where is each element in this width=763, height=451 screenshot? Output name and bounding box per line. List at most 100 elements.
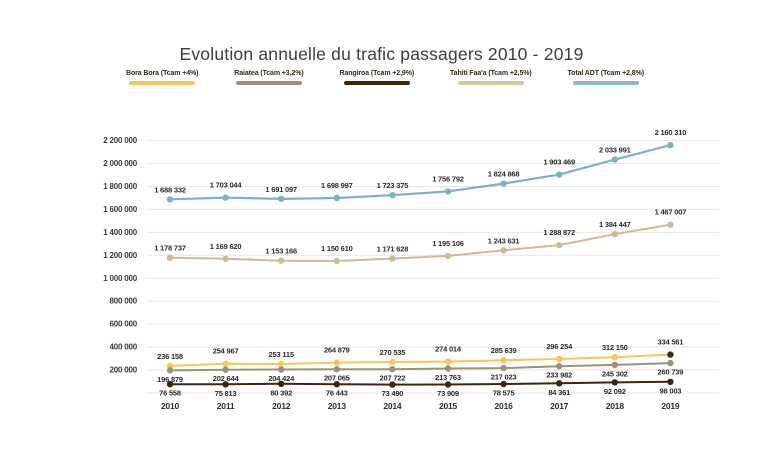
series-line-tahiti-faa-a: [169, 223, 672, 262]
x-axis-label: 2012: [272, 401, 291, 411]
data-point-rangiroa: [556, 380, 563, 387]
y-axis-label: 2 200 000: [103, 136, 138, 145]
value-label-rangiroa: 92 092: [604, 387, 626, 396]
series-line-rangiroa: [169, 380, 672, 386]
data-point-raiatea: [389, 366, 396, 373]
data-point-raiatea: [222, 366, 229, 373]
legend-label: Bora Bora (Tcam +4%): [126, 70, 199, 77]
value-label-rangiroa: 80 392: [270, 388, 292, 397]
data-point-raiatea: [278, 366, 285, 373]
data-point-raiatea: [611, 361, 618, 369]
data-point-total-adt: [500, 180, 507, 187]
data-point-total-adt: [222, 194, 229, 201]
legend-swatch-total-adt: [572, 81, 639, 85]
legend-swatch-tahiti-faaa: [457, 81, 524, 85]
data-point-tahiti-faa-a: [333, 257, 340, 265]
data-point-tahiti-faa-a: [611, 230, 618, 238]
data-point-raiatea: [500, 364, 507, 372]
value-label-bora-bora: 270 535: [380, 348, 406, 357]
value-label-total-adt: 2 160 310: [655, 128, 687, 137]
x-axis-label: 2014: [383, 401, 402, 411]
data-point-total-adt: [611, 156, 618, 163]
data-point-bora-bora: [333, 359, 340, 366]
data-point-bora-bora: [556, 355, 563, 363]
value-label-rangiroa: 78 575: [493, 389, 515, 398]
data-point-tahiti-faa-a: [389, 255, 396, 262]
value-label-raiatea: 233 982: [546, 371, 572, 380]
data-point-total-adt: [667, 141, 674, 149]
value-label-raiatea: 202 644: [213, 374, 240, 383]
value-label-rangiroa: 73 909: [437, 389, 459, 398]
data-point-bora-bora: [166, 362, 174, 370]
legend-item-bora-bora: Bora Bora (Tcam +4%): [126, 70, 198, 85]
y-axis-label: 800 000: [109, 297, 137, 306]
value-label-rangiroa: 75 813: [215, 389, 237, 398]
value-label-bora-bora: 285 639: [491, 346, 517, 355]
data-point-tahiti-faa-a: [278, 257, 285, 264]
value-label-total-adt: 1 703 044: [210, 181, 243, 190]
data-point-rangiroa: [278, 380, 285, 387]
legend-swatch-bora-bora: [129, 81, 196, 85]
legend-item-rangiroa: Rangiroa (Tcam +2,9%): [339, 70, 414, 85]
data-point-total-adt: [333, 194, 340, 202]
data-point-total-adt: [278, 195, 285, 203]
value-label-raiatea: 213 763: [435, 373, 461, 382]
y-axis-label: 1 000 000: [103, 274, 138, 283]
value-label-total-adt: 1 824 868: [488, 170, 520, 179]
value-label-raiatea: 207 065: [324, 374, 350, 383]
y-axis-label: 200 000: [109, 366, 137, 375]
data-point-raiatea: [556, 363, 563, 370]
data-point-raiatea: [667, 359, 674, 367]
value-label-rangiroa: 98 003: [660, 386, 682, 395]
data-point-rangiroa: [166, 381, 174, 388]
value-label-total-adt: 2 033 991: [599, 146, 631, 155]
value-label-total-adt: 1 698 997: [321, 181, 353, 190]
value-label-tahiti-faa-a: 1 169 620: [210, 242, 242, 251]
data-point-tahiti-faa-a: [556, 241, 563, 249]
value-label-raiatea: 207 722: [380, 374, 406, 383]
series-line-total-adt: [168, 144, 672, 201]
value-label-total-adt: 1 723 375: [377, 181, 409, 190]
data-point-bora-bora: [611, 354, 618, 361]
data-point-raiatea: [333, 366, 340, 373]
x-axis-label: 2016: [495, 401, 514, 411]
data-point-tahiti-faa-a: [166, 254, 174, 261]
value-label-tahiti-faa-a: 1 384 447: [599, 220, 631, 229]
data-point-rangiroa: [667, 378, 674, 385]
data-point-raiatea: [444, 365, 452, 372]
data-point-bora-bora: [444, 358, 452, 365]
legend-item-raiatea: Raiatea (Tcam +3,2%): [234, 70, 304, 85]
value-label-tahiti-faa-a: 1 171 628: [377, 245, 409, 254]
value-label-bora-bora: 254 967: [213, 347, 239, 356]
value-label-raiatea: 204 424: [268, 374, 295, 383]
x-axis-label: 2019: [661, 401, 680, 411]
value-label-tahiti-faa-a: 1 150 610: [321, 244, 353, 253]
value-label-raiatea: 245 302: [602, 369, 628, 378]
value-label-bora-bora: 312 150: [602, 343, 628, 352]
y-axis-label: 1 200 000: [103, 251, 138, 260]
value-label-tahiti-faa-a: 1 153 166: [265, 247, 297, 256]
y-axis-label: 2 000 000: [103, 159, 138, 168]
x-axis-label: 2013: [328, 401, 347, 411]
value-label-tahiti-faa-a: 1 467 007: [655, 208, 687, 217]
value-label-tahiti-faa-a: 1 178 737: [154, 244, 186, 253]
value-label-bora-bora: 334 561: [658, 338, 684, 347]
legend-item-tahiti-faaa: Tahiti Faa'a (Tcam +2,5%): [450, 70, 532, 85]
series-line-bora-bora: [169, 353, 672, 367]
data-point-bora-bora: [667, 351, 674, 358]
value-label-bora-bora: 264 879: [324, 346, 350, 355]
data-point-tahiti-faa-a: [500, 247, 507, 254]
x-axis-label: 2015: [439, 401, 458, 411]
data-point-rangiroa: [333, 381, 340, 388]
legend-label: Tahiti Faa'a (Tcam +2,5%): [450, 70, 532, 77]
value-label-total-adt: 1 903 469: [543, 158, 575, 167]
data-point-tahiti-faa-a: [667, 221, 674, 228]
series-line-raiatea: [169, 362, 672, 372]
x-axis-label: 2018: [606, 401, 625, 411]
data-point-total-adt: [166, 196, 174, 203]
chart-title: Evolution annuelle du trafic passagers 2…: [179, 44, 584, 64]
value-label-rangiroa: 84 361: [548, 388, 570, 397]
data-point-rangiroa: [500, 380, 507, 388]
data-point-bora-bora: [222, 360, 229, 367]
